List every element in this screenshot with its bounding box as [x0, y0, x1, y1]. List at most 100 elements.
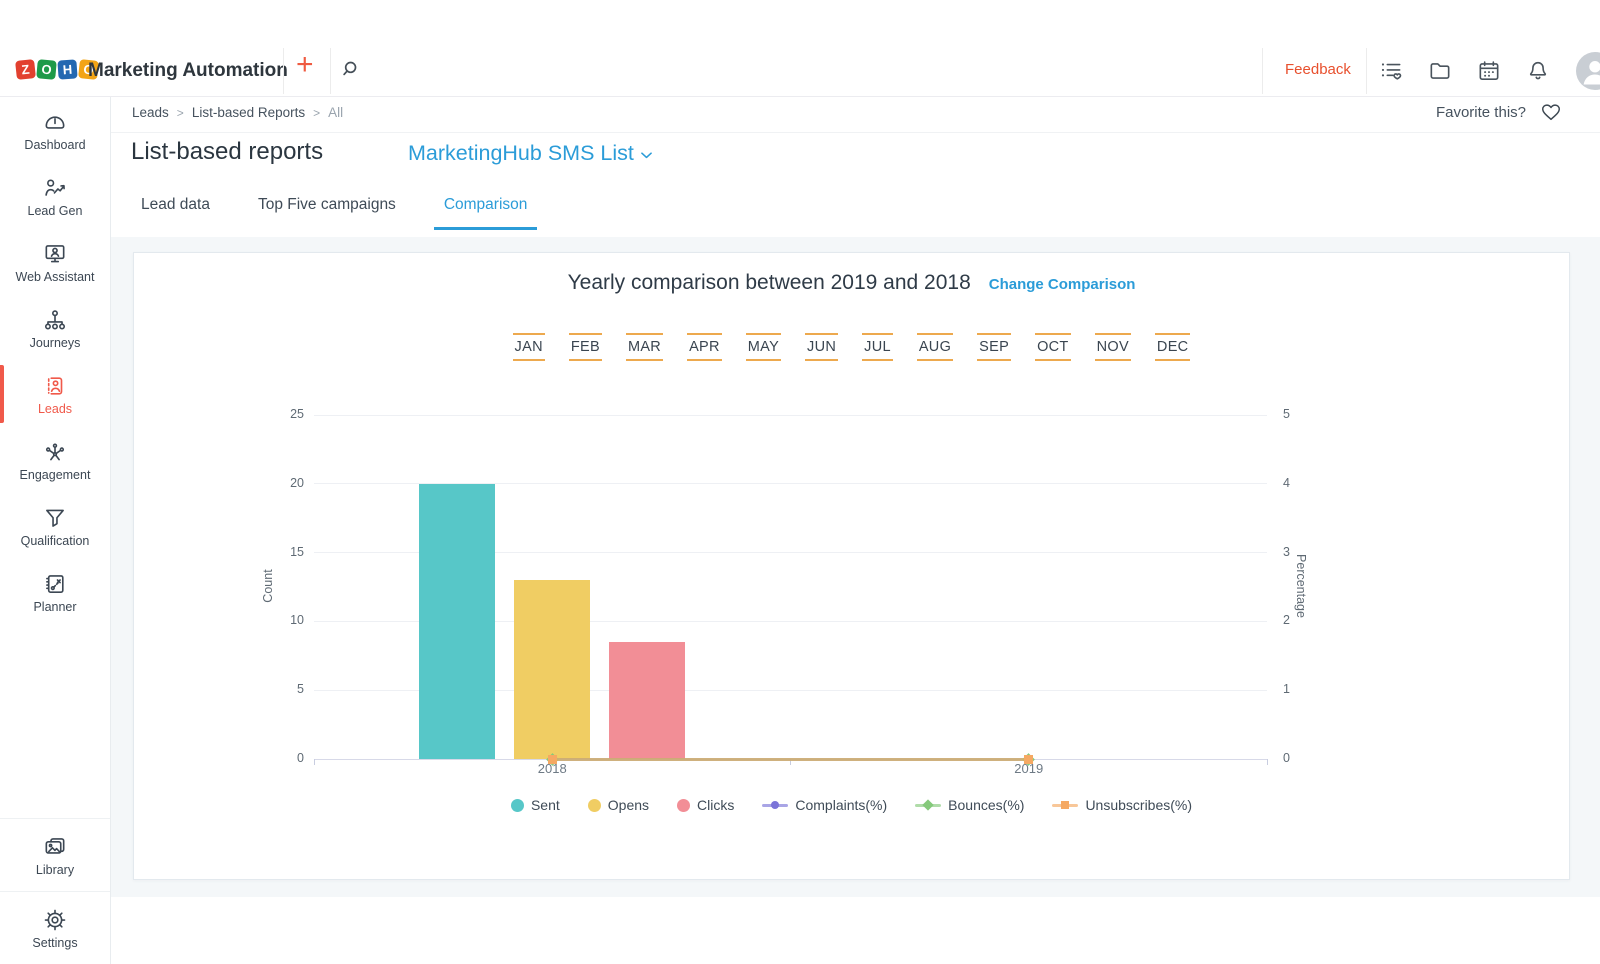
- divider: [283, 48, 284, 94]
- sidebar-item-dashboard[interactable]: Dashboard: [0, 97, 110, 163]
- month-oct[interactable]: OCT: [1035, 333, 1071, 361]
- legend-marker-complaints-: [762, 799, 789, 812]
- legend-item-clicks[interactable]: Clicks: [677, 797, 734, 813]
- sidebar-item-label: Journeys: [29, 335, 81, 350]
- month-may[interactable]: MAY: [745, 333, 782, 361]
- qualification-icon: [42, 505, 68, 531]
- feedback-link[interactable]: Feedback: [1285, 61, 1351, 78]
- favorite-this-label: Favorite this?: [1435, 103, 1526, 121]
- sidebar-item-web-assistant[interactable]: Web Assistant: [0, 229, 110, 295]
- month-mar[interactable]: MAR: [625, 333, 664, 361]
- sidebar-item-engagement[interactable]: Engagement: [0, 427, 110, 493]
- lead-gen-icon: [42, 175, 68, 201]
- breadcrumb: Leads > List-based Reports > All: [132, 105, 343, 120]
- web-assistant-icon: [42, 241, 68, 267]
- month-jul[interactable]: JUL: [862, 333, 893, 361]
- sidebar-item-label: Lead Gen: [27, 203, 83, 218]
- journeys-icon: [42, 307, 68, 333]
- month-jan[interactable]: JAN: [512, 333, 545, 361]
- topbar-actions: [1378, 58, 1551, 84]
- right-axis-tick: 0: [1283, 751, 1290, 765]
- sidebar-item-planner[interactable]: Planner: [0, 559, 110, 625]
- divider: [1262, 48, 1263, 94]
- left-axis-tick: 0: [297, 751, 304, 765]
- sidebar-item-lead-gen[interactable]: Lead Gen: [0, 163, 110, 229]
- breadcrumb-bar: Leads > List-based Reports > All Favorite th…: [111, 97, 1600, 133]
- month-filter-row: JAN FEB MAR APR MAY JUN JUL AUG SEP OCT NOV DEC: [134, 333, 1569, 361]
- sidebar-item-label: Library: [35, 862, 75, 877]
- month-nov[interactable]: NOV: [1094, 333, 1131, 361]
- right-axis-tick: 2: [1283, 613, 1290, 628]
- month-dec[interactable]: DEC: [1154, 333, 1191, 361]
- month-feb[interactable]: FEB: [568, 333, 602, 361]
- breadcrumb-item-leads[interactable]: Leads: [132, 105, 169, 120]
- zoho-logo-tile: Z: [15, 59, 36, 80]
- divider: [330, 48, 331, 94]
- favorite-heart-icon[interactable]: [1540, 101, 1562, 123]
- sidebar-nav: Dashboard Lead Gen Web Assistant Journeys Le…: [0, 97, 111, 964]
- line-unsubscribes-[interactable]: [552, 757, 1029, 761]
- legend-label: Bounces(%): [948, 797, 1025, 813]
- gridline: [314, 483, 1267, 485]
- month-aug[interactable]: AUG: [916, 333, 954, 361]
- sidebar-item-label: Leads: [37, 401, 73, 416]
- legend-item-opens[interactable]: Opens: [587, 797, 649, 813]
- sidebar-item-label: Settings: [32, 935, 78, 950]
- month-jun[interactable]: JUN: [805, 333, 839, 361]
- legend-label: Clicks: [697, 797, 735, 813]
- divider: [1366, 48, 1367, 94]
- sidebar-item-leads[interactable]: Leads: [0, 361, 110, 427]
- sidebar-item-journeys[interactable]: Journeys: [0, 295, 110, 361]
- tab-lead-data[interactable]: Lead data: [141, 196, 210, 213]
- sidebar-item-label: Dashboard: [24, 137, 86, 152]
- breadcrumb-item-all: All: [328, 105, 344, 120]
- chevron-down-icon: [638, 147, 655, 164]
- engagement-icon: [42, 439, 68, 465]
- tab-top-five-campaigns[interactable]: Top Five campaigns: [257, 196, 396, 213]
- sidebar-item-library[interactable]: Library: [0, 818, 110, 891]
- sidebar-item-settings[interactable]: Settings: [0, 891, 110, 964]
- create-new-button[interactable]: +: [296, 48, 314, 81]
- user-avatar[interactable]: [1576, 52, 1600, 90]
- month-sep[interactable]: SEP: [977, 333, 1012, 361]
- list-selector-label: MarketingHub SMS List: [408, 141, 634, 165]
- library-icon: [42, 834, 68, 860]
- legend-item-bounces-[interactable]: Bounces(%): [915, 797, 1024, 813]
- legend-marker-opens: [587, 798, 601, 812]
- left-axis-label: Count: [261, 569, 275, 603]
- legend-item-unsubscribes-[interactable]: Unsubscribes(%): [1052, 797, 1192, 813]
- bar-clicks-2018[interactable]: [609, 642, 686, 759]
- search-icon[interactable]: [338, 57, 362, 81]
- chart-title: Yearly comparison between 2019 and 2018: [567, 271, 971, 294]
- month-apr[interactable]: APR: [687, 333, 722, 361]
- folder-icon[interactable]: [1427, 58, 1453, 84]
- list-heart-icon[interactable]: [1378, 58, 1404, 84]
- tab-comparison[interactable]: Comparison: [433, 192, 538, 230]
- sidebar-item-qualification[interactable]: Qualification: [0, 493, 110, 559]
- legend-item-sent[interactable]: Sent: [510, 797, 560, 813]
- change-comparison-link[interactable]: Change Comparison: [988, 276, 1136, 293]
- legend-marker-bounces-: [915, 799, 942, 812]
- bar-sent-2018[interactable]: [419, 483, 496, 759]
- bar-opens-2018[interactable]: [514, 580, 591, 759]
- legend-label: Complaints(%): [795, 797, 888, 813]
- gridline: [314, 620, 1267, 622]
- list-selector-dropdown[interactable]: MarketingHub SMS List: [408, 141, 655, 166]
- sidebar-item-label: Qualification: [20, 533, 90, 548]
- calendar-icon[interactable]: [1476, 58, 1502, 84]
- comparison-chart-card: Yearly comparison between 2019 and 2018 …: [133, 252, 1570, 880]
- right-axis-tick: 4: [1283, 475, 1290, 490]
- planner-icon: [42, 571, 68, 597]
- x-axis-tick: [313, 759, 315, 765]
- marker-unsubscribes--2019[interactable]: [1024, 754, 1034, 764]
- legend-marker-clicks: [677, 798, 691, 812]
- bell-icon[interactable]: [1525, 58, 1551, 84]
- breadcrumb-item-list-based-reports[interactable]: List-based Reports: [191, 105, 306, 120]
- chart-legend: Sent Opens Clicks Complaints(%) Bounces(%) Un…: [134, 797, 1569, 813]
- legend-item-complaints-[interactable]: Complaints(%): [762, 797, 887, 813]
- marker-unsubscribes--2018[interactable]: [547, 754, 557, 764]
- gridline: [314, 414, 1267, 416]
